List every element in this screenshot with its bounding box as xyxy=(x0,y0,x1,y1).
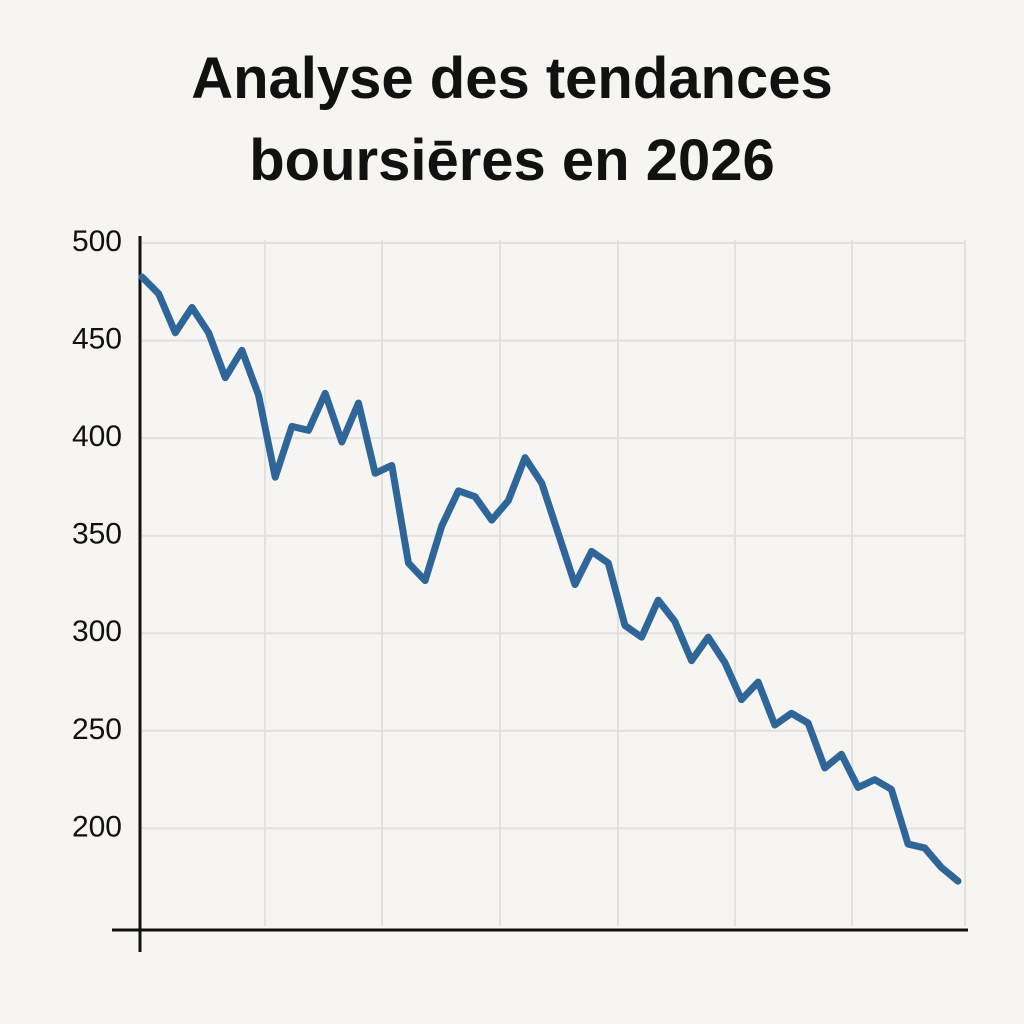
chart-title: Analyse des tendances boursiēres en 2026 xyxy=(191,46,833,193)
line-series xyxy=(138,273,962,885)
y-tick-label: 250 xyxy=(72,713,122,746)
y-tick-label: 300 xyxy=(72,615,122,648)
y-tick-label: 400 xyxy=(72,420,122,453)
y-tick-label: 500 xyxy=(72,225,122,258)
vertical-grid xyxy=(264,240,966,926)
grid xyxy=(142,242,965,830)
y-tick-label: 350 xyxy=(72,518,122,551)
y-tick-label: 200 xyxy=(72,810,122,843)
y-tick-label: 450 xyxy=(72,322,122,355)
